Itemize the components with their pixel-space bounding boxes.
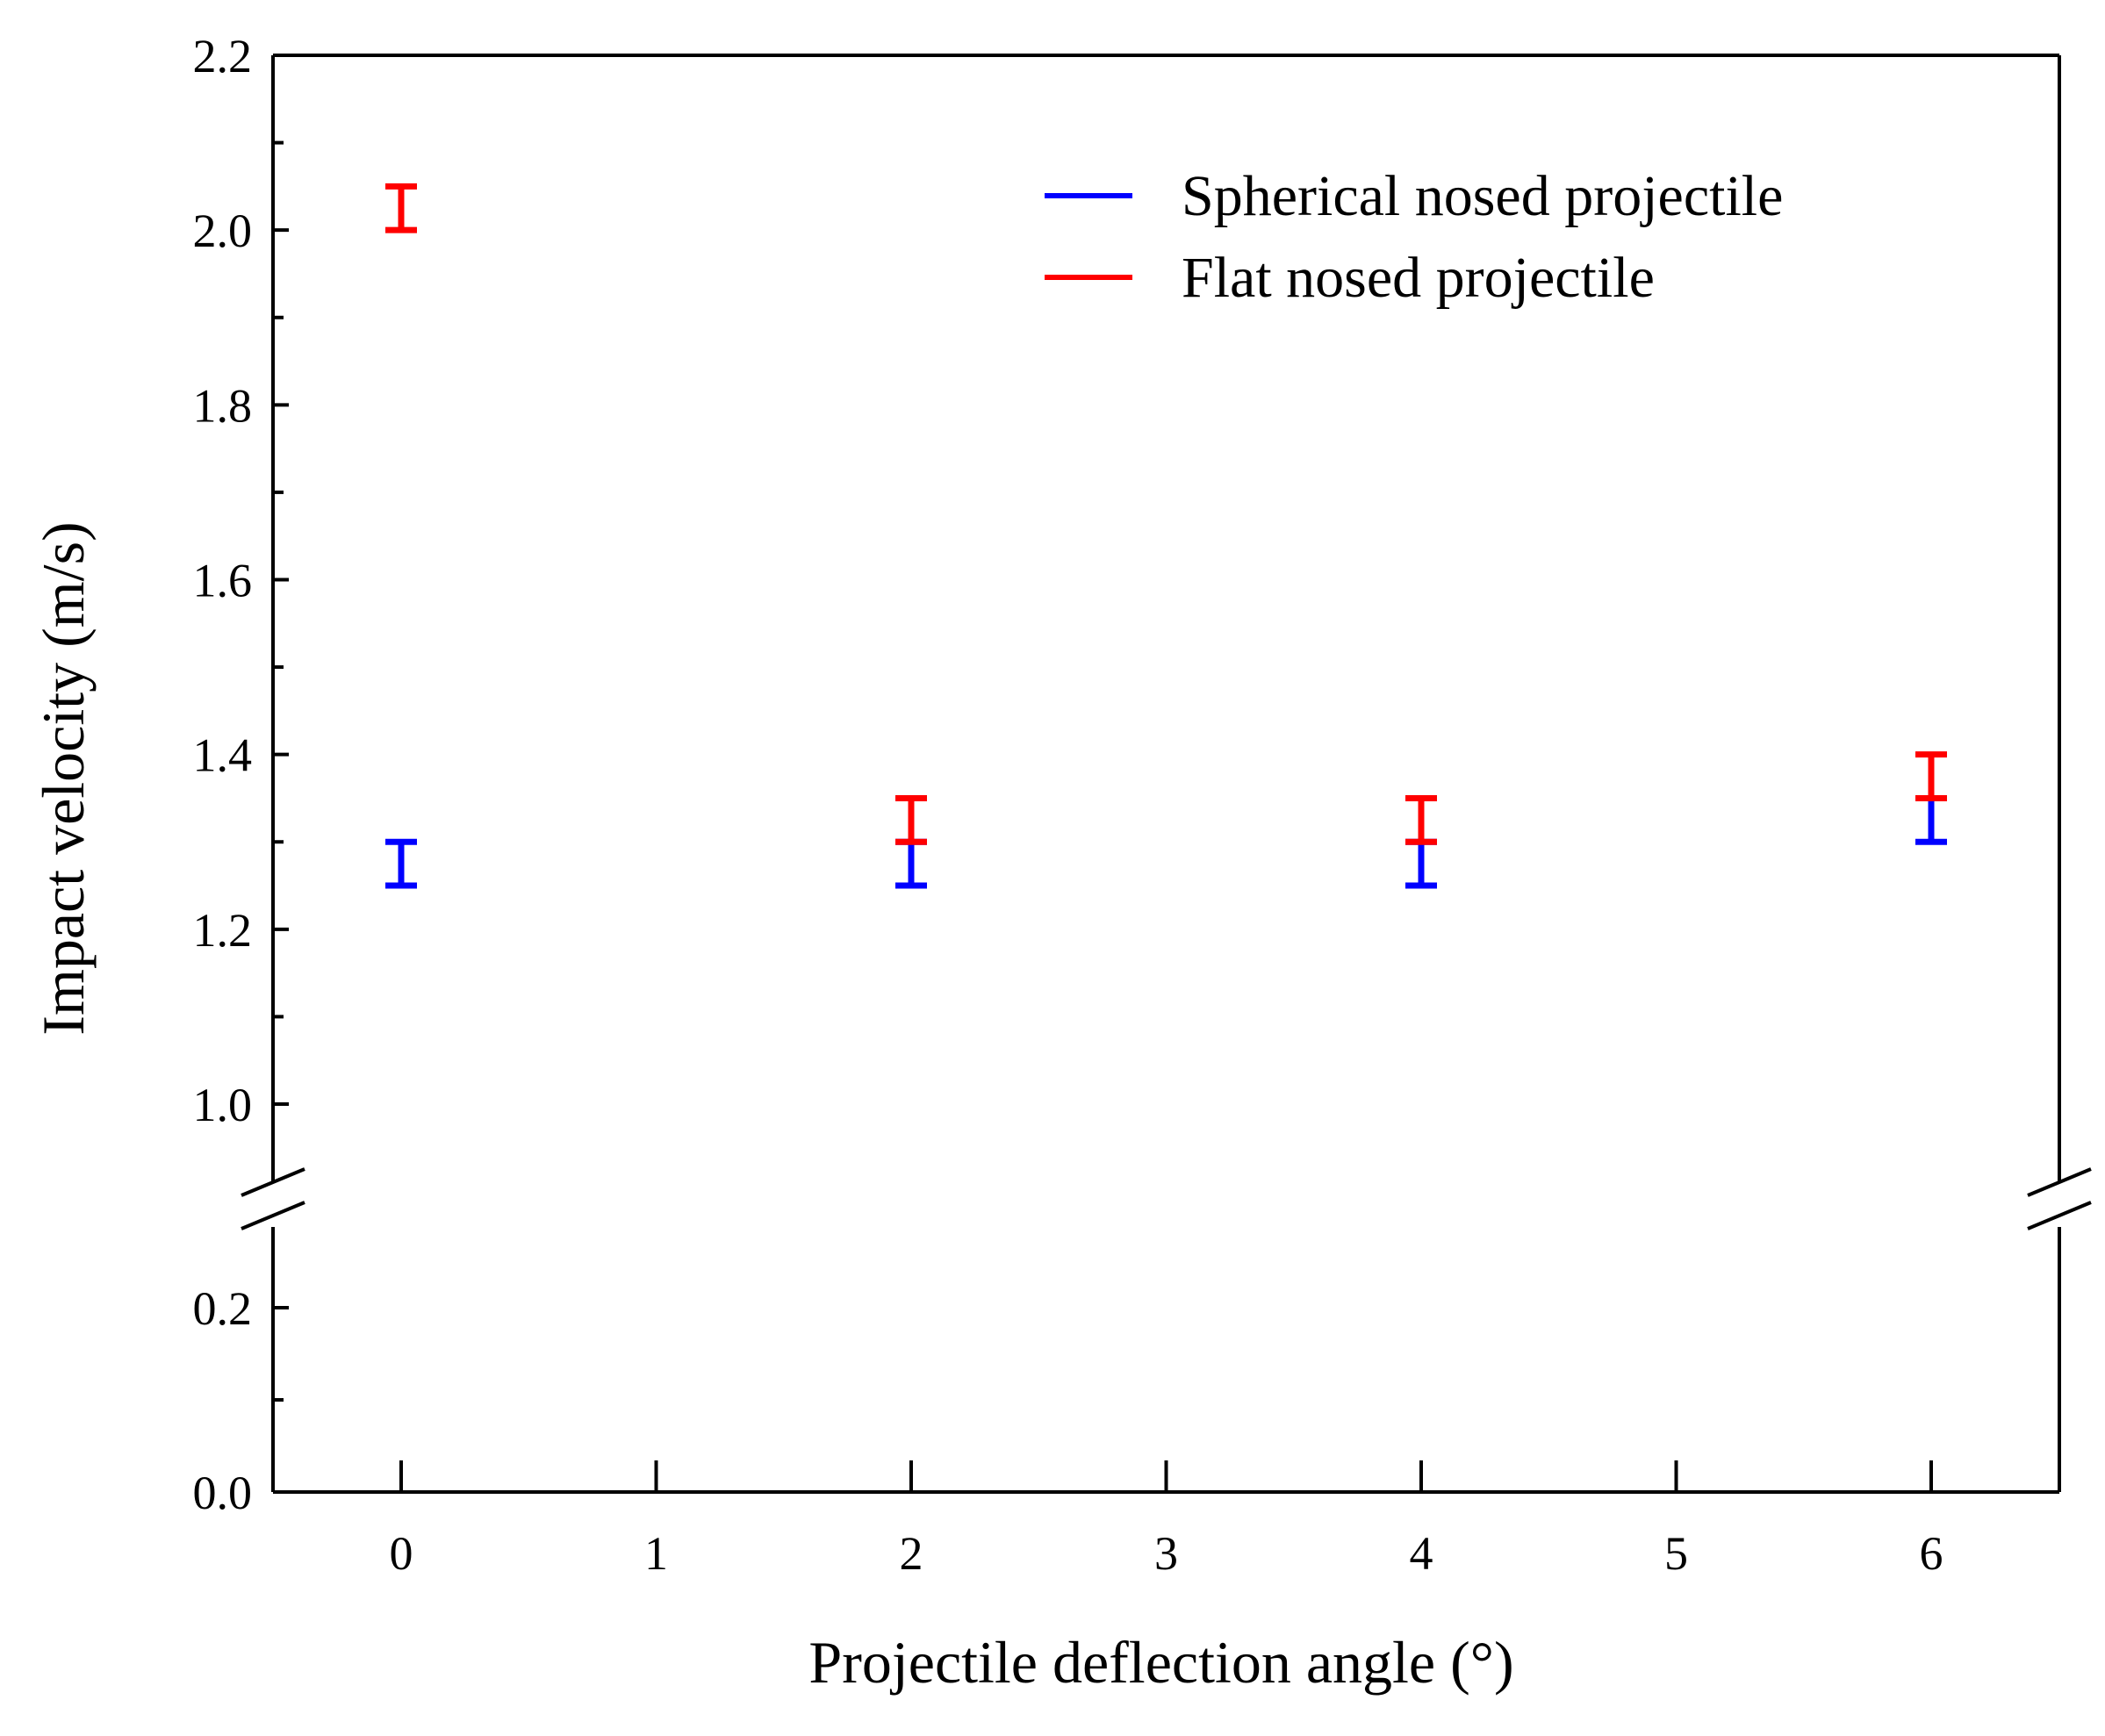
axis-break-mark-left-lower xyxy=(241,1201,305,1230)
x-tick-label: 2 xyxy=(900,1527,923,1580)
x-tick-label: 3 xyxy=(1154,1527,1178,1580)
y-tick-label: 1.0 xyxy=(193,1079,253,1131)
axis-break-mark-left-upper xyxy=(241,1167,305,1197)
x-tick-label: 0 xyxy=(390,1527,413,1580)
error-bar xyxy=(1915,751,1947,801)
x-tick-label: 1 xyxy=(644,1527,668,1580)
y-tick-label: 2.2 xyxy=(193,30,253,82)
y-axis-title: Impact velocity (m/s) xyxy=(30,521,97,1035)
axis-break-mark-right-upper xyxy=(2027,1167,2092,1197)
legend: Spherical nosed projectile Flat nosed pro… xyxy=(1045,164,1783,310)
x-axis-title: Projectile deflection angle (°) xyxy=(808,1629,1513,1696)
y-tick-label: 1.2 xyxy=(193,904,253,957)
legend-label: Flat nosed projectile xyxy=(1182,246,1655,310)
error-bar xyxy=(385,183,417,233)
ticks-layer: 0.0 0.2 1.0 1.2 1.4 1.6 1.8 2.0 2.2 0 1 2 3 4 5 6 xyxy=(193,30,1943,1580)
y-tick-label: 0.2 xyxy=(193,1282,253,1335)
y-tick-label: 1.4 xyxy=(193,729,253,782)
series-layer xyxy=(385,183,1947,889)
x-tick-label: 6 xyxy=(1920,1527,1943,1580)
y-tick-label: 2.0 xyxy=(193,204,253,257)
y-tick-label: 1.6 xyxy=(193,555,253,607)
y-tick-label: 0.0 xyxy=(193,1467,253,1519)
error-bar xyxy=(1405,794,1437,845)
x-tick-label: 4 xyxy=(1410,1527,1433,1580)
x-tick-label: 5 xyxy=(1664,1527,1688,1580)
legend-label: Spherical nosed projectile xyxy=(1182,164,1783,228)
y-tick-label: 1.8 xyxy=(193,379,253,432)
error-bar xyxy=(385,838,417,889)
axis-break-mark-right-lower xyxy=(2027,1201,2092,1230)
error-bar xyxy=(895,794,927,845)
